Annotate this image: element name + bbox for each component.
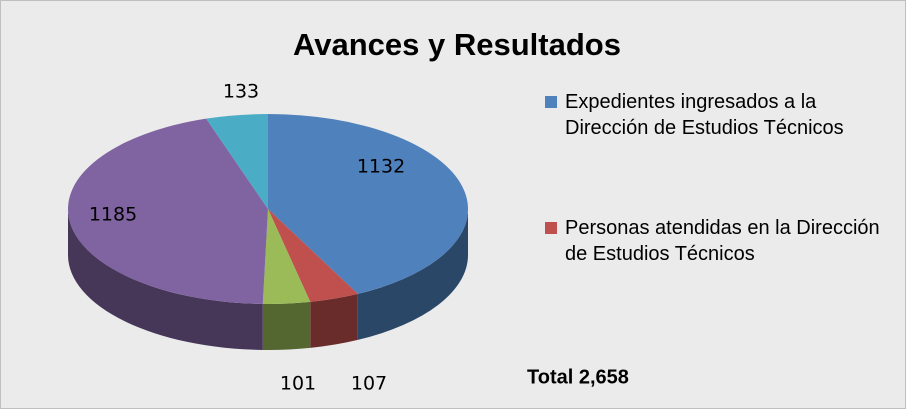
- annotation: Total 2,658: [527, 366, 629, 388]
- slice: [262, 209, 311, 304]
- slice-side: [68, 209, 263, 350]
- chart-title: Avances y Resultados: [293, 27, 621, 62]
- slice-side: [357, 209, 468, 340]
- legend-item: Expedientes ingresados a la Dirección de…: [545, 89, 895, 141]
- legend-label: Expedientes ingresados a la Dirección de…: [565, 91, 844, 139]
- slice: [67, 118, 268, 304]
- slice: [268, 114, 469, 294]
- data-label: 133: [223, 81, 259, 103]
- data-label: 101: [280, 373, 316, 395]
- data-label: 107: [351, 373, 387, 395]
- slice-side: [310, 293, 358, 348]
- slice: [206, 114, 268, 209]
- legend-item: Personas atendidas en la Dirección de Es…: [545, 215, 895, 267]
- legend-swatch: [545, 96, 557, 108]
- data-label: 1132: [357, 156, 405, 178]
- legend-swatch: [545, 222, 557, 234]
- legend-label: Personas atendidas en la Dirección de Es…: [565, 217, 880, 265]
- data-label: 1185: [89, 204, 137, 226]
- slice: [268, 209, 358, 302]
- slice-side: [262, 301, 311, 350]
